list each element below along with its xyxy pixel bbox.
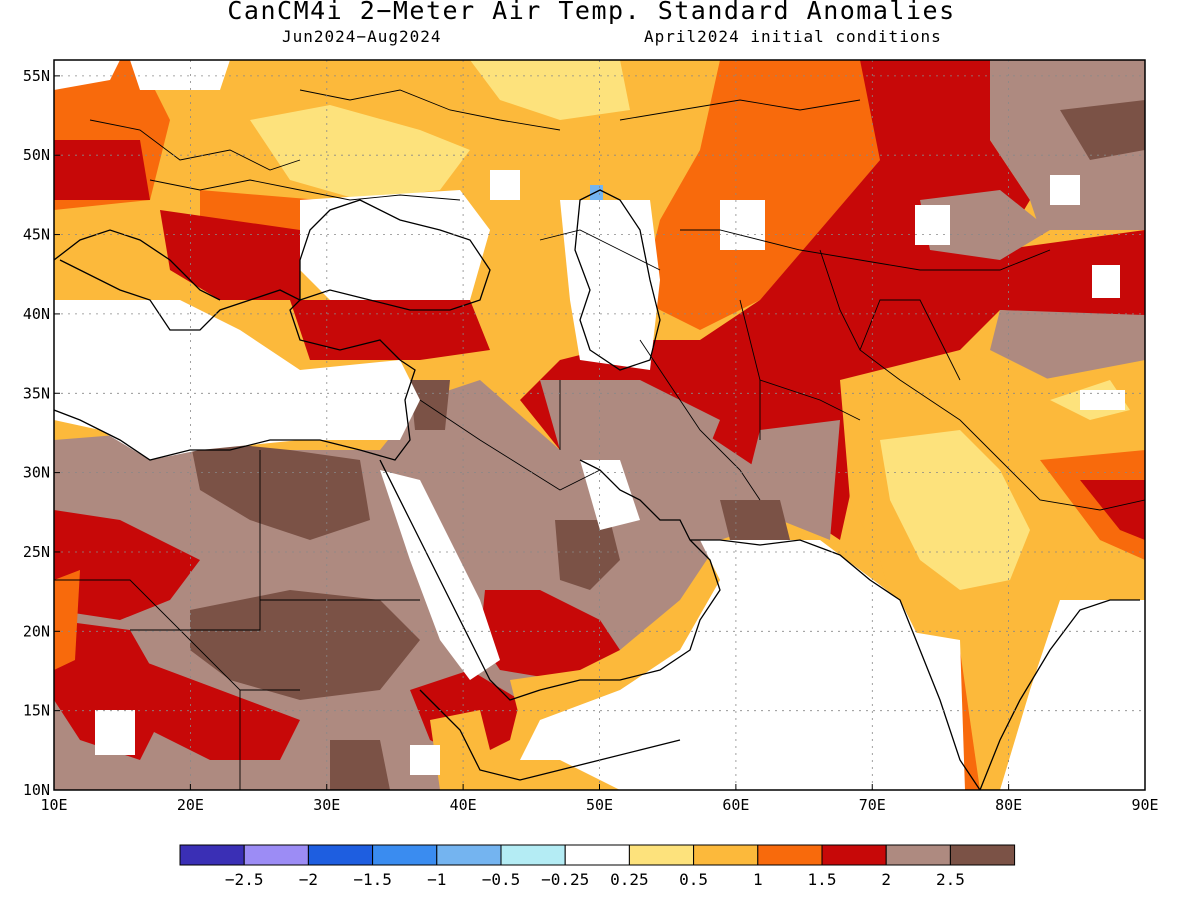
x-tick-label: 90E (1131, 796, 1158, 814)
colorbar (179, 844, 1016, 866)
y-tick-label: 15N (23, 702, 50, 720)
y-tick-label: 45N (23, 226, 50, 244)
colorbar-swatch (500, 844, 566, 866)
colorbar-swatch (307, 844, 374, 866)
colorbar-label: 1 (753, 870, 763, 889)
y-tick-label: 30N (23, 464, 50, 482)
colorbar-swatch (179, 844, 245, 866)
y-tick-label: 20N (23, 622, 50, 640)
axis-ticks (53, 75, 1146, 791)
x-tick-label: 30E (313, 796, 340, 814)
y-tick-label: 55N (23, 67, 50, 85)
chart-title: CanCM4i 2−Meter Air Temp. Standard Anoma… (227, 0, 956, 25)
colorbar-label: −1 (427, 870, 446, 889)
country-borders (54, 89, 1145, 790)
x-tick-label: 10E (40, 796, 67, 814)
colorbar-swatch (628, 844, 695, 866)
colorbar-label: 2 (881, 870, 891, 889)
forecast-period: Jun2024−Aug2024 (282, 27, 442, 46)
x-tick-label: 60E (722, 796, 749, 814)
colorbar-swatch (372, 844, 438, 866)
y-tick-label: 50N (23, 146, 50, 164)
colorbar-swatch (243, 844, 309, 866)
x-axis-labels: 10E 20E 30E 40E 50E 60E 70E 80E 90E (40, 796, 1158, 814)
colorbar-label: 0.5 (679, 870, 708, 889)
x-tick-label: 70E (859, 796, 886, 814)
colorbar-label: −2 (299, 870, 318, 889)
colorbar-swatch (693, 844, 759, 866)
colorbar-label: −1.5 (353, 870, 392, 889)
colorbar-label: −0.25 (541, 870, 589, 889)
colorbar-swatch (949, 844, 1016, 866)
colorbar-swatch (821, 844, 887, 866)
grid-lines (54, 60, 1145, 790)
coastlines (54, 189, 1140, 790)
x-tick-label: 20E (177, 796, 204, 814)
colorbar-swatch (757, 844, 823, 866)
colorbar-label: 2.5 (936, 870, 965, 889)
y-tick-label: 40N (23, 305, 50, 323)
colorbar-swatch (564, 844, 630, 866)
y-tick-label: 35N (23, 384, 50, 402)
x-tick-label: 40E (450, 796, 477, 814)
y-axis-labels: 10N 15N 20N 25N 30N 35N 40N 45N 50N 55N (23, 67, 50, 799)
colorbar-label: −2.5 (225, 870, 264, 889)
x-tick-label: 50E (586, 796, 613, 814)
anomaly-field (54, 60, 1145, 790)
colorbar-label: 0.25 (610, 870, 649, 889)
colorbar-label: −0.5 (482, 870, 521, 889)
colorbar-swatch (436, 844, 502, 866)
colorbar-swatch (885, 844, 951, 866)
x-tick-label: 80E (995, 796, 1022, 814)
y-tick-label: 10N (23, 781, 50, 799)
y-tick-label: 25N (23, 543, 50, 561)
colorbar-label: 1.5 (808, 870, 837, 889)
initial-conditions: April2024 initial conditions (644, 27, 942, 46)
colorbar-labels: −2.5 −2 −1.5 −1 −0.5 −0.25 0.25 0.5 1 1.5 2 2.5 (225, 870, 965, 889)
